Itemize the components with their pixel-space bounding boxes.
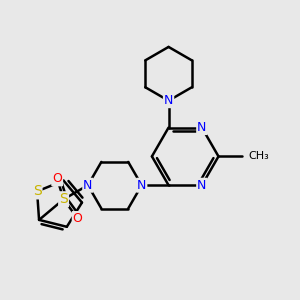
Text: O: O bbox=[73, 212, 82, 225]
Text: CH₃: CH₃ bbox=[249, 152, 269, 161]
Text: N: N bbox=[83, 179, 93, 192]
Text: N: N bbox=[164, 94, 173, 107]
Text: O: O bbox=[52, 172, 62, 185]
Text: S: S bbox=[33, 184, 41, 198]
Text: S: S bbox=[59, 192, 68, 206]
Text: N: N bbox=[137, 179, 146, 192]
Text: N: N bbox=[197, 179, 206, 192]
Text: N: N bbox=[197, 121, 206, 134]
